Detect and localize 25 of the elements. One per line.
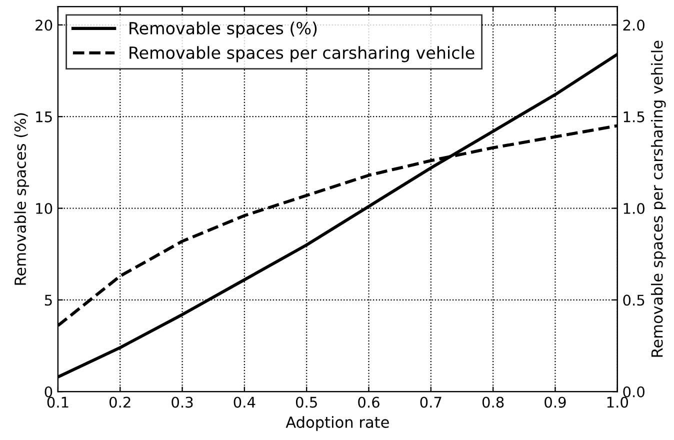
y-tick-label: 20 — [36, 20, 52, 31]
x-axis-title: Adoption rate — [286, 416, 389, 431]
y-tick-label: 5 — [44, 294, 52, 306]
y-tick-label: 15 — [36, 112, 52, 122]
x-tick-label: 0.9 — [544, 396, 566, 408]
x-tick-label: 0.4 — [234, 396, 256, 408]
x-tick-label: 0.6 — [358, 396, 380, 408]
y2-tick-label: 0.5 — [623, 294, 644, 306]
legend-label: Removable spaces per carsharing vehicle — [130, 46, 474, 62]
legend-label: Removable spaces (%) — [130, 22, 317, 38]
y-axis-title: Removable spaces (%) — [14, 113, 29, 285]
y-tick-label: 0 — [44, 386, 52, 398]
y2-tick-label: 1.5 — [624, 112, 644, 122]
x-tick-label: 0.8 — [482, 396, 504, 408]
x-tick-label: 0.7 — [420, 396, 442, 408]
y2-tick-label: 1.0 — [624, 202, 644, 214]
x-tick-label: 0.5 — [296, 396, 317, 408]
x-tick-label: 0.2 — [109, 396, 130, 408]
y2-axis-title: Removable spaces per carsharing vehicle — [650, 40, 666, 357]
x-tick-label: 0.1 — [47, 396, 68, 408]
y2-tick-label: 2.0 — [623, 20, 644, 31]
y2-tick-label: 0.0 — [623, 386, 644, 398]
x-tick-label: 0.3 — [172, 396, 193, 408]
y-tick-label: 10 — [36, 202, 52, 214]
x-tick-label: 1.0 — [607, 396, 628, 408]
